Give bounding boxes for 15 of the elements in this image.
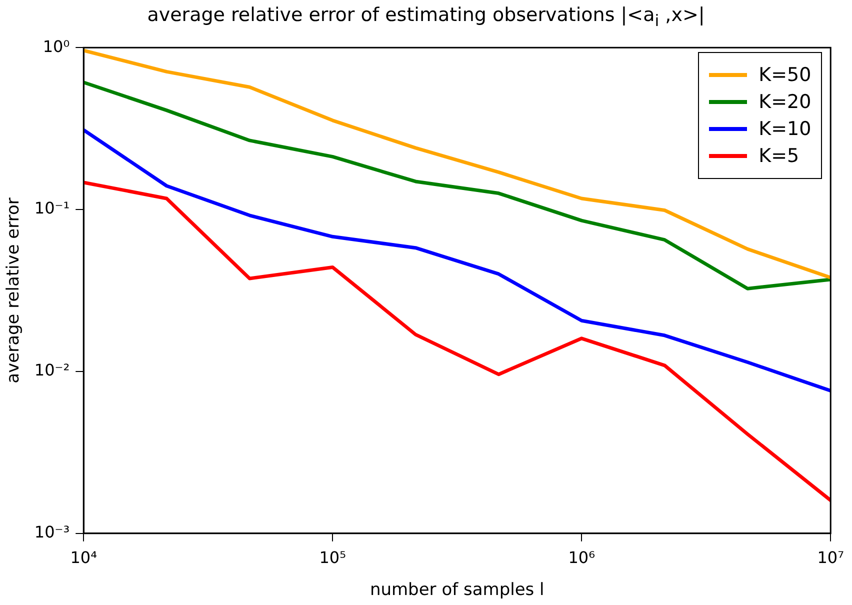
legend-label: K=5 <box>758 144 800 167</box>
y-axis-title: average relative error <box>4 198 24 384</box>
x-tick-label: 10⁷ <box>817 548 844 568</box>
x-tick-label: 10⁴ <box>70 548 98 568</box>
x-tick-label: 10⁶ <box>568 548 596 568</box>
x-tick-label: 10⁵ <box>319 548 346 568</box>
legend-label: K=10 <box>758 118 812 140</box>
y-tick-label: 10⁰ <box>42 36 70 56</box>
y-tick-label: 10⁻³ <box>34 522 70 542</box>
x-axis-title: number of samples l <box>370 580 544 600</box>
legend-label: K=50 <box>758 64 812 86</box>
chart-title: average relative error of estimating observations |<a$_{i}$ ,x>| <box>146 4 706 30</box>
y-tick-label: 10⁻¹ <box>34 198 70 218</box>
legend-label: K=20 <box>758 90 812 113</box>
y-tick-label: 10⁻² <box>34 360 70 380</box>
